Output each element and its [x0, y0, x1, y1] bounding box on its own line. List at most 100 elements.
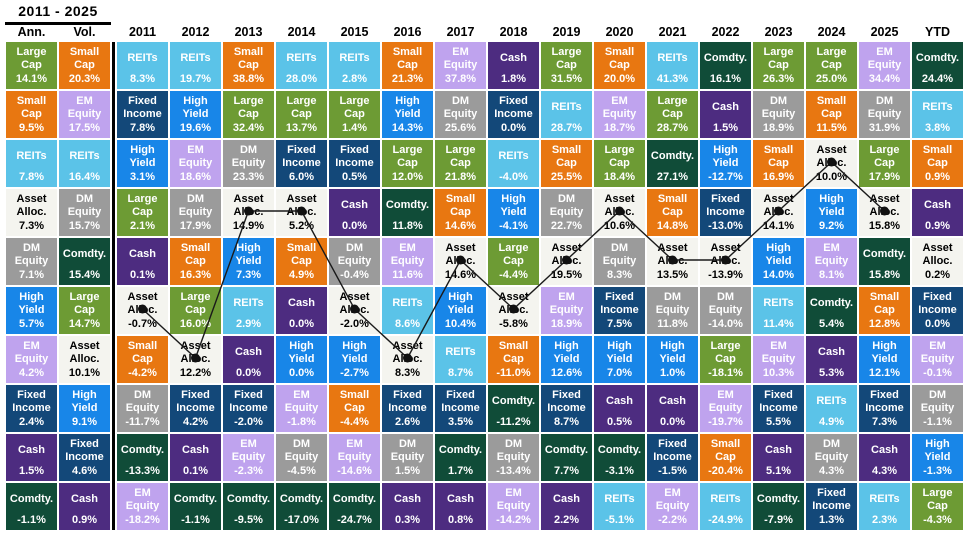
asset-label: DM Equity: [920, 389, 955, 414]
column-header-2021: 2021: [658, 25, 687, 39]
asset-label: Cash: [447, 493, 474, 506]
return-cell-2020-large-cap: Large Cap 18.4%: [594, 140, 645, 187]
return-cell-vol-small-cap: Small Cap 20.3%: [59, 42, 110, 89]
return-value: 0.5%: [606, 416, 633, 428]
return-cell-2016-reits: REITs 8.6%: [382, 287, 433, 334]
return-cell-2023-dm-equity: DM Equity 18.9%: [753, 91, 804, 138]
return-cell-2023-em-equity: EM Equity 10.3%: [753, 336, 804, 383]
return-cell-2023-reits: REITs 11.4%: [753, 287, 804, 334]
asset-label: EM Equity: [231, 438, 266, 463]
asset-label: EM Equity: [337, 438, 372, 463]
asset-label: DM Equity: [125, 389, 160, 414]
return-value: 12.2%: [179, 367, 212, 379]
asset-label: Asset Alloc.: [180, 340, 211, 365]
return-value: 25.0%: [815, 73, 848, 85]
asset-label: Comdty.: [491, 395, 536, 408]
return-value: 25.6%: [444, 122, 477, 134]
return-cell-2012-em-equity: EM Equity 18.6%: [170, 140, 221, 187]
return-value: 21.8%: [444, 171, 477, 183]
return-value: -13.9%: [708, 269, 743, 281]
return-cell-2018-asset-alloc: Asset Alloc. -5.8%: [488, 287, 539, 334]
asset-label: Fixed Income: [123, 95, 162, 120]
return-cell-2016-large-cap: Large Cap 12.0%: [382, 140, 433, 187]
return-value: 0.9%: [924, 171, 951, 183]
return-cell-2013-asset-alloc: Asset Alloc. 14.9%: [223, 189, 274, 236]
asset-label: Small Cap: [16, 95, 47, 120]
return-cell-vol-large-cap: Large Cap 14.7%: [59, 287, 110, 334]
return-value: 6.0%: [288, 171, 315, 183]
return-value: 11.4%: [763, 318, 794, 330]
return-value: 28.0%: [285, 73, 318, 85]
return-cell-2020-em-equity: EM Equity 18.7%: [594, 91, 645, 138]
return-value: 0.3%: [394, 514, 421, 526]
return-cell-2022-dm-equity: DM Equity -14.0%: [700, 287, 751, 334]
asset-label: REITs: [657, 52, 688, 65]
return-cell-2022-em-equity: EM Equity -19.7%: [700, 385, 751, 432]
return-cell-2016-small-cap: Small Cap 21.3%: [382, 42, 433, 89]
asset-label: DM Equity: [14, 242, 49, 267]
return-value: -1.8%: [287, 416, 316, 428]
return-value: 11.8%: [657, 318, 688, 330]
asset-label: Cash: [182, 444, 209, 457]
return-value: 19.6%: [179, 122, 212, 134]
asset-label: Asset Alloc.: [339, 291, 370, 316]
asset-label: High Yield: [235, 242, 262, 267]
return-value: 16.3%: [179, 269, 212, 281]
return-cell-2021-comdty: Comdty. 27.1%: [647, 140, 698, 187]
return-cell-ytd-asset-alloc: Asset Alloc. 0.2%: [912, 238, 963, 285]
return-cell-2017-dm-equity: DM Equity 25.6%: [435, 91, 486, 138]
return-cell-2021-large-cap: Large Cap 28.7%: [647, 91, 698, 138]
return-value: -2.7%: [340, 367, 369, 379]
asset-label: Cash: [871, 444, 898, 457]
return-value: 0.0%: [659, 416, 686, 428]
return-cell-2022-cash: Cash 1.5%: [700, 91, 751, 138]
asset-label: High Yield: [71, 389, 98, 414]
column-header-2023: 2023: [764, 25, 793, 39]
return-cell-ytd-small-cap: Small Cap 0.9%: [912, 140, 963, 187]
return-value: -19.7%: [708, 416, 743, 428]
asset-label: Small Cap: [922, 144, 953, 169]
asset-label: Small Cap: [498, 340, 529, 365]
return-cell-2016-comdty: Comdty. 11.8%: [382, 189, 433, 236]
return-value: -2.2%: [658, 514, 687, 526]
asset-label: Large Cap: [657, 95, 688, 120]
return-value: 1.3%: [818, 514, 845, 526]
asset-label: REITs: [127, 52, 158, 65]
return-cell-2018-small-cap: Small Cap -11.0%: [488, 336, 539, 383]
asset-label: Fixed Income: [918, 291, 957, 316]
asset-label: DM Equity: [390, 438, 425, 463]
return-cell-2018-em-equity: EM Equity -14.2%: [488, 483, 539, 530]
return-value: 2.6%: [394, 416, 421, 428]
return-value: 14.6%: [444, 220, 477, 232]
return-cell-2023-large-cap: Large Cap 26.3%: [753, 42, 804, 89]
return-cell-2016-fixed-income: Fixed Income 2.6%: [382, 385, 433, 432]
return-value: 0.5%: [341, 171, 368, 183]
asset-label: EM Equity: [14, 340, 49, 365]
return-value: 4.3%: [818, 465, 845, 477]
asset-label: Large Cap: [233, 95, 264, 120]
asset-label: DM Equity: [337, 242, 372, 267]
return-cell-2024-small-cap: Small Cap 11.5%: [806, 91, 857, 138]
return-cell-2022-small-cap: Small Cap -20.4%: [700, 434, 751, 481]
return-cell-2013-cash: Cash 0.0%: [223, 336, 274, 383]
return-value: -4.4%: [499, 269, 528, 281]
return-value: 16.0%: [179, 318, 212, 330]
asset-label: Cash: [71, 493, 98, 506]
asset-label: High Yield: [18, 291, 45, 316]
return-cell-2011-reits: REITs 8.3%: [117, 42, 168, 89]
return-cell-2020-dm-equity: DM Equity 8.3%: [594, 238, 645, 285]
asset-label: EM Equity: [708, 389, 743, 414]
return-value: -2.0%: [234, 416, 263, 428]
asset-label: Large Cap: [16, 46, 47, 71]
asset-label: DM Equity: [814, 438, 849, 463]
asset-label: DM Equity: [761, 95, 796, 120]
asset-label: Fixed Income: [759, 389, 798, 414]
asset-label: Asset Alloc.: [286, 193, 317, 218]
return-value: 5.3%: [818, 367, 845, 379]
asset-label: Comdty.: [9, 493, 54, 506]
asset-label: Comdty.: [332, 493, 377, 506]
vol-years-divider: [112, 42, 115, 530]
asset-label: Large Cap: [445, 144, 476, 169]
return-value: 23.3%: [232, 171, 265, 183]
return-value: 0.0%: [288, 367, 315, 379]
